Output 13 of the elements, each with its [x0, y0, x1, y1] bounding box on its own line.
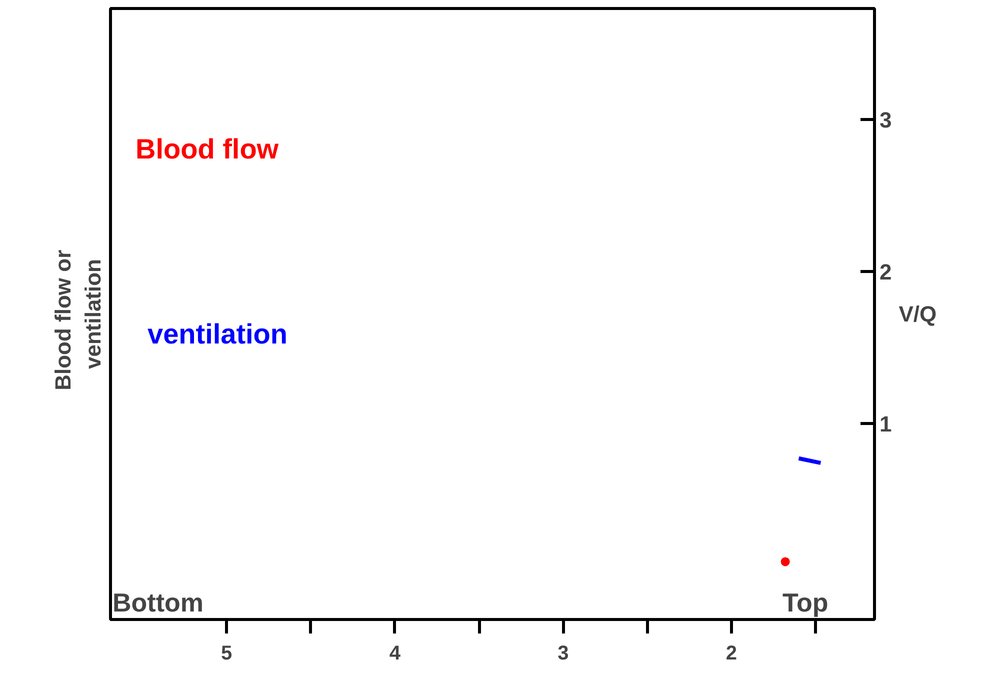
annotation: Top [782, 588, 828, 618]
x-tick-label: 5 [221, 642, 232, 664]
y2-tick-label: 2 [880, 259, 892, 284]
y2-tick-label: 1 [880, 411, 892, 436]
y2-tick-label: 3 [880, 107, 892, 132]
text: ventilation [148, 318, 288, 350]
text: Blood flow [136, 134, 279, 164]
y-axis-title: Blood flow or ventilation [50, 249, 106, 390]
x-tick-label: 4 [389, 642, 402, 664]
x-tick-label: 3 [558, 642, 569, 664]
x-tick-label: 2 [726, 642, 738, 664]
y2-axis-title: V/Q [898, 302, 937, 326]
annotation: Bottom [112, 588, 204, 618]
